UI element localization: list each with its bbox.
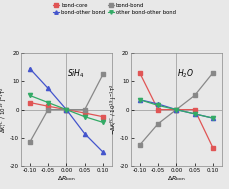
- X-axis label: $\Delta R_{\rm bon}$: $\Delta R_{\rm bon}$: [167, 174, 185, 183]
- Text: SiH$_4$: SiH$_4$: [67, 67, 85, 80]
- Legend: bond-core, bond-other bond, bond-bond, other bond-other bond: bond-core, bond-other bond, bond-bond, o…: [53, 3, 176, 15]
- Text: H$_2$O: H$_2$O: [177, 67, 194, 80]
- X-axis label: $\Delta R_{\rm bon}$: $\Delta R_{\rm bon}$: [57, 174, 76, 183]
- Y-axis label: $-\Delta K_i^{FC}$ / 10$^{19}$ J$^{-1}$T$^2$: $-\Delta K_i^{FC}$ / 10$^{19}$ J$^{-1}$T…: [108, 84, 119, 136]
- Y-axis label: $\Delta K_i^{FC}$ / 10$^{19}$ J$^{-1}$T$^2$: $\Delta K_i^{FC}$ / 10$^{19}$ J$^{-1}$T$…: [0, 86, 9, 133]
